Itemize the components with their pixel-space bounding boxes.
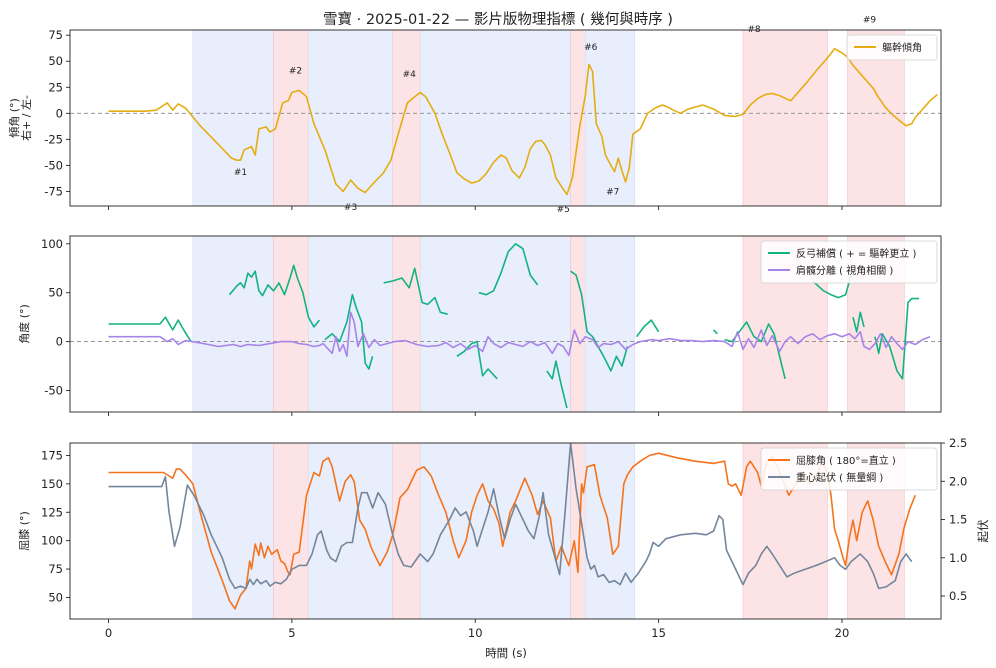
legend-entry-label: 重心起伏 ( 無量綱 ) xyxy=(796,471,883,484)
phase-band-red xyxy=(570,235,586,413)
phase-band-blue xyxy=(192,29,274,207)
event-marker-label: #8 xyxy=(747,25,761,35)
series-line-angles-0 xyxy=(478,243,539,296)
chart-panel-tilt: -75 -50 -25 0 25 50 75 傾角 (°) 右+ / 左- #1 #2 #3 #4 #5 #… xyxy=(7,16,942,215)
chart-panel-angles: -50 0 50 100 角度 (°) 反弓補償 ( + = 驅幹更立 ) 肩髖分離 ( 視… xyxy=(17,235,942,416)
series-line-angles-0 xyxy=(852,311,865,333)
x-tick-label: 0 xyxy=(105,626,112,640)
y-tick-label: 75 xyxy=(48,562,63,576)
series-group xyxy=(108,243,931,409)
y-right-axis-label: 起伏 xyxy=(976,519,990,542)
legend-entry-label: 反弓補償 ( + = 驅幹更立 ) xyxy=(796,247,917,260)
y-axis-label: 屈膝 (°) xyxy=(18,511,31,551)
phase-band-blue xyxy=(584,235,636,413)
phase-band-blue xyxy=(192,235,274,413)
series-group xyxy=(108,47,938,196)
y-right-tick-label: 0.5 xyxy=(949,589,967,603)
series-line-angles-0 xyxy=(713,329,718,335)
y-tick-label: 175 xyxy=(41,448,63,462)
series-line-angles-1 xyxy=(108,311,931,358)
y-tick-label: 50 xyxy=(48,54,63,68)
phase-band-blue xyxy=(308,442,394,620)
y-right-tick-label: 1.5 xyxy=(949,513,967,527)
phase-band-blue xyxy=(419,235,571,413)
legend: 屈膝角 ( 180°=直立 ) 重心起伏 ( 無量綱 ) xyxy=(760,447,938,491)
series-line-angles-0 xyxy=(383,267,448,315)
y-tick-label: 25 xyxy=(48,80,63,94)
legend-entry-label: 軀幹傾角 xyxy=(882,41,922,54)
series-line-knee-1 xyxy=(108,443,913,590)
event-marker-label: #6 xyxy=(584,43,598,53)
y-tick-label: 100 xyxy=(41,237,63,251)
legend: 反弓補償 ( + = 驅幹更立 ) 肩髖分離 ( 視角相關 ) xyxy=(760,240,938,284)
y-tick-label: 150 xyxy=(41,477,63,491)
x-tick-label: 10 xyxy=(468,626,483,640)
phase-band-blue xyxy=(584,29,636,207)
phase-band-red xyxy=(570,29,586,207)
event-marker-label: #9 xyxy=(863,16,877,26)
legend-entry-label: 屈膝角 ( 180°=直立 ) xyxy=(796,454,896,467)
plot-frame xyxy=(69,235,942,413)
y-right-tick-label: 2.0 xyxy=(949,474,967,488)
phase-band-blue xyxy=(308,235,394,413)
legend: 軀幹傾角 xyxy=(846,34,938,61)
event-marker-label: #3 xyxy=(344,203,357,213)
x-tick-label: 20 xyxy=(835,626,850,640)
series-line-angles-0 xyxy=(812,274,852,299)
series-line-angles-0 xyxy=(635,319,660,338)
y-tick-label: -75 xyxy=(44,184,63,198)
series-line-angles-0 xyxy=(108,316,192,343)
event-marker-label: #4 xyxy=(403,70,417,80)
event-marker-label: #1 xyxy=(234,168,247,178)
legend-entry-label: 肩髖分離 ( 視角相關 ) xyxy=(796,264,893,277)
y-right-tick-label: 1.0 xyxy=(949,551,967,565)
series-line-angles-0 xyxy=(874,297,919,380)
y-axis-label: 角度 (°) xyxy=(17,304,31,344)
phase-band-red xyxy=(392,29,421,207)
y-tick-label: -25 xyxy=(44,132,63,146)
x-tick-label: 15 xyxy=(651,626,666,640)
series-line-angles-0 xyxy=(546,360,568,409)
y-tick-label: 125 xyxy=(41,505,63,519)
event-marker-label: #5 xyxy=(557,205,570,215)
phase-band-red xyxy=(273,29,309,207)
x-axis-label: 時間 (s) xyxy=(485,646,527,660)
figure-title: 雪寶 · 2025-01-22 — 影片版物理指標 ( 幾何與時序 ) xyxy=(323,10,673,28)
y-tick-label: -50 xyxy=(44,383,63,397)
phase-band-red xyxy=(392,442,421,620)
legend-frame xyxy=(760,447,938,491)
plot-frame xyxy=(69,442,942,620)
y-tick-label: -50 xyxy=(44,158,63,172)
y-tick-label: 50 xyxy=(48,590,63,604)
phase-band-red xyxy=(273,235,309,413)
legend-frame xyxy=(760,240,938,284)
y-tick-label: 50 xyxy=(48,286,63,300)
x-tick-label: 5 xyxy=(288,626,295,640)
series-line-tilt-0 xyxy=(108,47,938,196)
event-marker-label: #2 xyxy=(289,67,302,77)
phase-band-blue xyxy=(419,29,571,207)
y-axis-sublabel: 右+ / 左- xyxy=(19,95,33,141)
series-line-angles-0 xyxy=(228,264,321,328)
y-tick-label: 100 xyxy=(41,534,63,548)
chart-panel-knee: 50 75 100 125 150 175 0.5 1.0 1.5 2.0 2.5 起伏 0 5 10 15 2… xyxy=(18,436,990,640)
y-axis-label: 傾角 (°) xyxy=(7,98,21,138)
y-tick-label: 0 xyxy=(56,106,63,120)
phase-band-red xyxy=(742,29,828,207)
y-tick-label: 75 xyxy=(48,28,63,42)
y-right-tick-label: 2.5 xyxy=(949,436,967,450)
y-tick-label: 0 xyxy=(56,335,63,349)
plot-frame xyxy=(69,29,942,207)
series-line-angles-0 xyxy=(456,340,498,380)
phase-band-red xyxy=(392,235,421,413)
event-marker-label: #7 xyxy=(606,188,619,198)
phase-band-red xyxy=(273,442,309,620)
legend-frame xyxy=(846,34,938,61)
